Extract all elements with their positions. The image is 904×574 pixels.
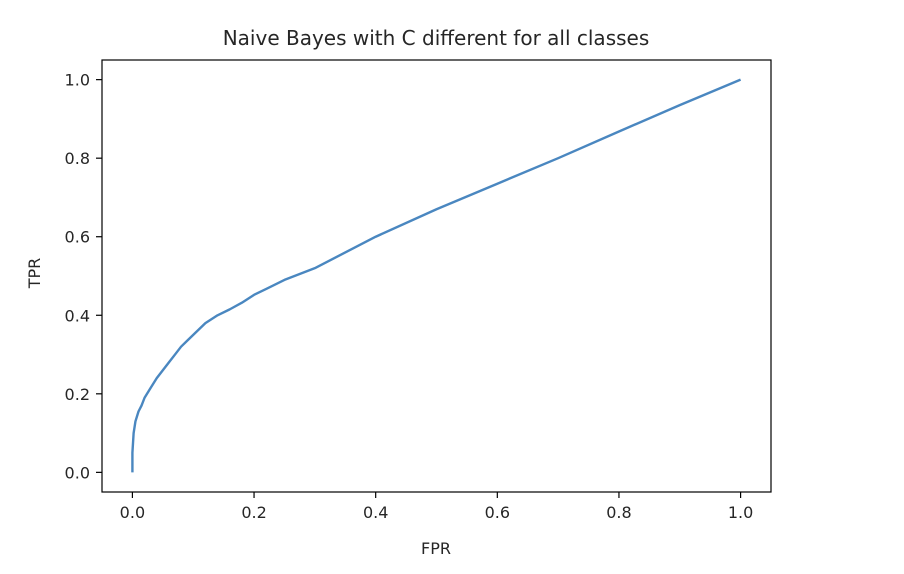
x-tick-label: 0.0 xyxy=(120,503,145,522)
chart-title: Naive Bayes with C different for all cla… xyxy=(223,26,650,50)
x-tick-label: 0.8 xyxy=(606,503,631,522)
x-tick-label: 0.2 xyxy=(241,503,266,522)
y-tick-label: 1.0 xyxy=(65,71,90,90)
y-tick-label: 0.8 xyxy=(65,149,90,168)
y-tick-label: 0.4 xyxy=(65,306,90,325)
y-tick-label: 0.2 xyxy=(65,385,90,404)
y-tick-label: 0.0 xyxy=(65,463,90,482)
x-axis-label: FPR xyxy=(421,539,451,558)
x-tick-label: 0.4 xyxy=(363,503,388,522)
y-axis-label: TPR xyxy=(25,258,44,290)
x-tick-label: 0.6 xyxy=(485,503,510,522)
y-tick-label: 0.6 xyxy=(65,228,90,247)
plot-area: 0.0 0.2 0.4 0.6 0.8 1.0 0.0 0.2 0.4 0.6 0.8 1.0 xyxy=(65,59,772,522)
roc-curve-line xyxy=(131,78,742,473)
x-tick-label: 1.0 xyxy=(728,503,753,522)
plot-frame xyxy=(101,59,772,493)
